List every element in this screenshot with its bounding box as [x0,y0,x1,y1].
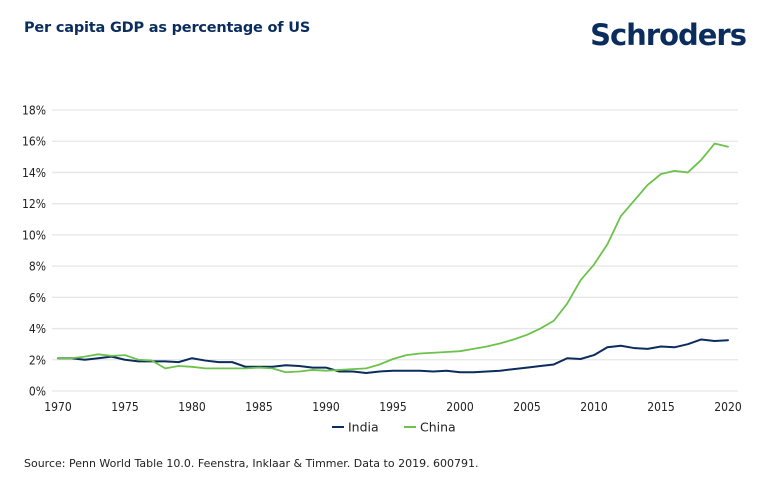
x-tick-label: 2015 [647,400,674,414]
x-tick-label: 1970 [44,400,72,414]
x-tick-label: 1975 [111,400,138,414]
y-tick-label: 8% [29,260,46,274]
legend-item-india: India [332,420,379,435]
y-tick-label: 12% [22,197,46,211]
x-tick-label: 1980 [178,400,206,414]
legend-item-china: China [404,420,456,435]
legend: India China [332,420,456,435]
x-tick-label: 2010 [580,400,608,414]
legend-label: India [348,420,379,435]
series-line-china [57,142,729,374]
x-tick-label: 2000 [446,400,474,414]
y-tick-label: 14% [22,166,46,180]
x-axis-ticks: 1970 1975 1980 1985 1990 1995 2000 2005 2010 2015… [44,400,742,414]
x-tick-label: 1990 [312,400,340,414]
y-tick-label: 16% [22,135,46,149]
x-tick-label: 2020 [714,400,742,414]
schroders-logo: Schroders [590,18,747,52]
y-axis-ticks: 0% 2% 4% 6% 8% 10% 12% 14% 16% 18% [22,104,46,399]
gridlines [52,109,738,392]
x-tick-label: 1995 [379,400,406,414]
y-tick-label: 4% [29,322,46,336]
y-tick-label: 0% [29,385,46,399]
legend-label: China [420,420,456,435]
series-lines [57,142,729,375]
y-tick-label: 10% [22,228,46,242]
chart-title: Per capita GDP as percentage of US [24,20,311,36]
x-tick-label: 1985 [245,400,272,414]
x-tick-label: 2005 [513,400,540,414]
y-tick-label: 6% [29,291,46,305]
y-tick-label: 18% [22,104,46,118]
series-line-india [57,338,729,375]
y-tick-label: 2% [29,353,46,367]
source-note: Source: Penn World Table 10.0. Feenstra,… [24,457,479,470]
